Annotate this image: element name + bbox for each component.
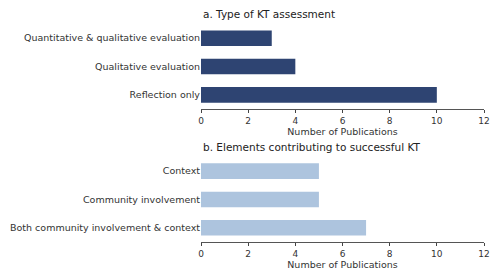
svg-text:a. Type of KT assessment: a. Type of KT assessment bbox=[203, 8, 335, 20]
svg-text:2: 2 bbox=[245, 116, 251, 126]
svg-text:12: 12 bbox=[478, 249, 489, 259]
svg-text:2: 2 bbox=[245, 249, 251, 259]
svg-text:Community involvement: Community involvement bbox=[83, 194, 200, 205]
svg-text:8: 8 bbox=[387, 116, 393, 126]
svg-text:8: 8 bbox=[387, 249, 393, 259]
svg-text:Qualitative evaluation: Qualitative evaluation bbox=[95, 61, 200, 72]
svg-text:0: 0 bbox=[198, 249, 204, 259]
svg-text:4: 4 bbox=[292, 249, 298, 259]
svg-text:Both community involvement & c: Both community involvement & context bbox=[10, 222, 200, 233]
svg-text:10: 10 bbox=[431, 249, 443, 259]
svg-text:10: 10 bbox=[431, 116, 443, 126]
svg-text:Context: Context bbox=[163, 165, 200, 176]
svg-text:0: 0 bbox=[198, 116, 204, 126]
svg-text:Number of Publications: Number of Publications bbox=[287, 259, 397, 270]
svg-text:b. Elements contributing to su: b. Elements contributing to successful K… bbox=[203, 141, 420, 153]
svg-text:Reflection only: Reflection only bbox=[130, 89, 201, 100]
svg-text:4: 4 bbox=[292, 116, 298, 126]
svg-text:Quantitative & qualitative eva: Quantitative & qualitative evaluation bbox=[24, 32, 200, 43]
svg-text:6: 6 bbox=[340, 116, 346, 126]
svg-text:Number of Publications: Number of Publications bbox=[287, 126, 397, 137]
svg-text:12: 12 bbox=[478, 116, 489, 126]
svg-text:6: 6 bbox=[340, 249, 346, 259]
